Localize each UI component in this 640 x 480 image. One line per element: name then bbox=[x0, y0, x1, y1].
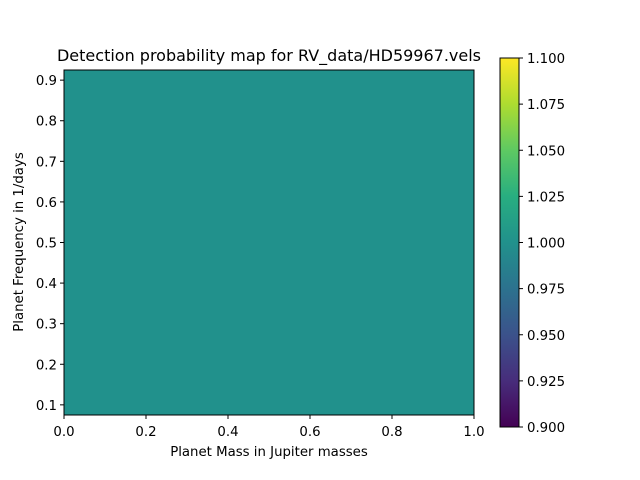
x-tick-label: 0.8 bbox=[381, 425, 402, 440]
y-tick-label: 0.6 bbox=[36, 196, 57, 211]
colorbar-tick-label: 1.000 bbox=[527, 237, 565, 252]
colorbar-tick-label: 1.075 bbox=[527, 98, 565, 113]
y-tick-label: 0.5 bbox=[36, 237, 57, 252]
x-tick-label: 0.4 bbox=[217, 425, 238, 440]
x-tick-label: 0.6 bbox=[299, 425, 320, 440]
colorbar-tick-label: 1.100 bbox=[527, 52, 565, 67]
colorbar bbox=[499, 57, 520, 428]
colorbar-tick-label: 0.950 bbox=[527, 329, 565, 344]
colorbar-tick-label: 0.925 bbox=[527, 375, 565, 390]
x-tick-label: 0.0 bbox=[53, 425, 74, 440]
heatmap-cell bbox=[64, 70, 474, 415]
x-axis-label: Planet Mass in Jupiter masses bbox=[170, 445, 368, 460]
y-tick-label: 0.9 bbox=[36, 74, 57, 89]
x-tick-label: 0.2 bbox=[135, 425, 156, 440]
x-tick-label: 1.0 bbox=[463, 425, 484, 440]
y-tick-label: 0.7 bbox=[36, 155, 57, 170]
colorbar-tick-label: 1.025 bbox=[527, 190, 565, 205]
colorbar-tick-label: 0.900 bbox=[527, 421, 565, 436]
y-axis: 0.1 0.2 0.3 0.4 0.5 0.6 0.7 0.8 0.9 bbox=[36, 74, 64, 414]
x-axis: 0.0 0.2 0.4 0.6 0.8 1.0 bbox=[53, 415, 485, 440]
y-tick-label: 0.2 bbox=[36, 358, 57, 373]
chart-title: Detection probability map for RV_data/HD… bbox=[57, 46, 481, 66]
y-axis-label: Planet Frequency in 1/days bbox=[12, 152, 27, 332]
y-tick-label: 0.3 bbox=[36, 318, 57, 333]
colorbar-axis: 0.900 0.925 0.950 0.975 1.000 1.025 1.050 1.075… bbox=[519, 52, 565, 436]
y-tick-label: 0.4 bbox=[36, 277, 57, 292]
colorbar-tick-label: 1.050 bbox=[527, 144, 565, 159]
y-tick-label: 0.8 bbox=[36, 115, 57, 130]
y-tick-label: 0.1 bbox=[36, 399, 57, 414]
colorbar-tick-label: 0.975 bbox=[527, 283, 565, 298]
